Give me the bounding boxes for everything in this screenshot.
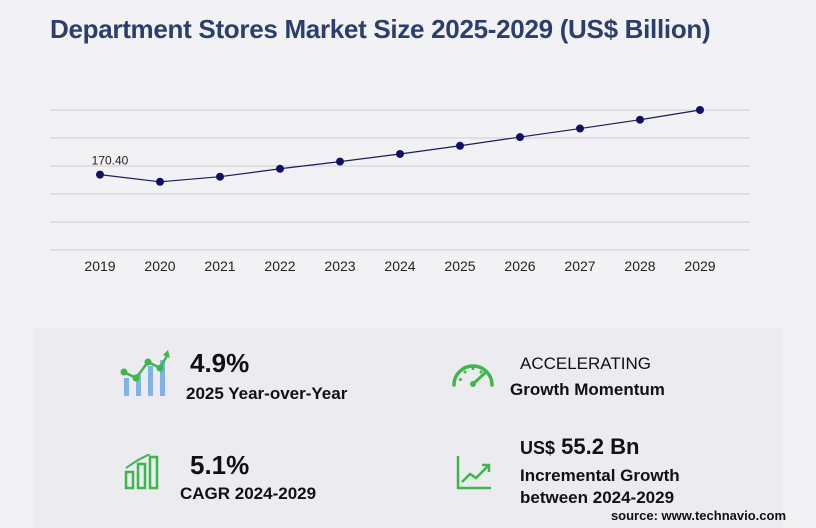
data-label: 170.40 xyxy=(92,154,129,168)
data-point-2021 xyxy=(216,172,224,181)
yoy-value: 4.9% xyxy=(190,348,250,378)
x-tick-label: 2022 xyxy=(264,258,295,274)
x-tick-label: 2026 xyxy=(504,258,535,274)
incremental-line2: between 2024-2029 xyxy=(520,488,675,507)
incremental-line1: Incremental Growth xyxy=(520,466,680,485)
x-tick-label: 2028 xyxy=(624,258,655,274)
line-chart: 2019 2020 2021 2022 2023 2024 2025 2026 2027 2028… xyxy=(50,106,750,274)
bar-chart-icon xyxy=(124,454,159,490)
chart-title: Department Stores Market Size 2025-2029 … xyxy=(50,14,711,44)
data-point-2023 xyxy=(336,157,344,166)
x-tick-label: 2019 xyxy=(84,258,115,274)
cagr-label: CAGR 2024-2029 xyxy=(180,484,317,503)
growth-chart-icon xyxy=(120,350,170,396)
x-tick-label: 2021 xyxy=(204,258,235,274)
data-point-2024 xyxy=(396,149,404,158)
data-point-2019 xyxy=(96,170,104,179)
series-line xyxy=(99,109,701,183)
incremental-value-wrap: US$ 55.2 Bn xyxy=(520,434,639,460)
x-tick-label: 2029 xyxy=(684,258,715,274)
data-point-2025 xyxy=(456,141,464,150)
x-tick-label: 2023 xyxy=(324,258,355,274)
data-point-2022 xyxy=(276,164,284,173)
x-tick-label: 2025 xyxy=(444,258,475,274)
cagr-value: 5.1% xyxy=(190,450,250,480)
x-tick-label: 2024 xyxy=(384,258,415,274)
momentum-line1: ACCELERATING xyxy=(520,354,651,373)
incremental-value: 55.2 Bn xyxy=(561,434,640,459)
data-point-2029 xyxy=(696,106,704,114)
trend-line-icon xyxy=(456,456,491,490)
yoy-label: 2025 Year-over-Year xyxy=(186,384,348,403)
stats-panel xyxy=(34,328,782,528)
data-point-2026 xyxy=(516,133,524,142)
source-text: source: www.technavio.com xyxy=(610,508,786,523)
speedometer-icon xyxy=(452,364,494,387)
x-tick-label: 2027 xyxy=(564,258,595,274)
incremental-currency: US$ xyxy=(520,438,556,458)
data-point-2027 xyxy=(576,124,584,133)
data-point-2020 xyxy=(156,177,164,186)
data-point-2028 xyxy=(636,115,644,124)
momentum-line2: Growth Momentum xyxy=(510,380,665,399)
x-tick-label: 2020 xyxy=(144,258,175,274)
